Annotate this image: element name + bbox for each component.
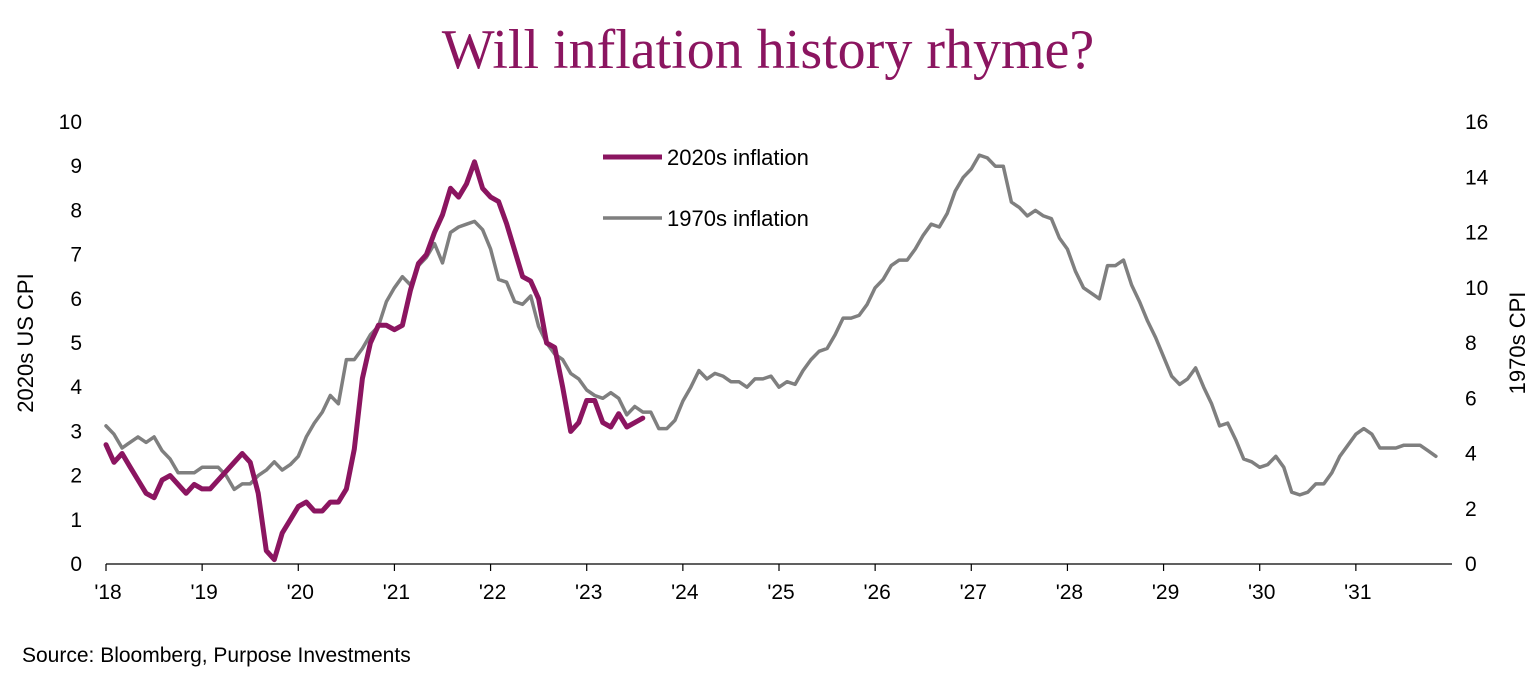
x-tick-label: '18 [94, 581, 121, 604]
y-left-tick-label: 1 [70, 509, 82, 532]
y-left-tick-label: 9 [70, 155, 82, 178]
source-note: Source: Bloomberg, Purpose Investments [22, 644, 411, 667]
y-axis-label-left: 2020s US CPI [13, 273, 38, 412]
x-tick-label: '20 [287, 581, 314, 604]
y-left-tick-label: 6 [70, 288, 82, 311]
y-left-tick-label: 4 [70, 376, 82, 399]
y-right-tick-label: 12 [1465, 222, 1488, 245]
x-tick-label: '25 [767, 581, 794, 604]
series-line-1970s-inflation [104, 153, 1438, 497]
y-right-tick-label: 8 [1465, 332, 1477, 355]
y-right-tick-label: 16 [1465, 111, 1488, 134]
x-tick-label: '28 [1056, 581, 1083, 604]
axes: '18 '19 '20 '21 '22 '23 '24 '25 '26 '27 '28 '29 '30 '… [13, 111, 1530, 604]
x-tick-label: '29 [1152, 581, 1179, 604]
y-right-tick-label: 14 [1465, 166, 1489, 189]
x-tick-label: '22 [479, 581, 506, 604]
x-tick-label: '30 [1248, 581, 1275, 604]
y-axis-label-right: 1970s CPI [1505, 292, 1530, 395]
x-tick-label: '31 [1344, 581, 1371, 604]
legend-label: 1970s inflation [667, 206, 809, 231]
y-left-tick-label: 2 [70, 465, 82, 488]
x-tick-label: '24 [671, 581, 699, 604]
y-right-tick-label: 4 [1465, 443, 1477, 466]
chart-title: Will inflation history rhyme? [441, 19, 1095, 81]
y-left-tick-label: 10 [59, 111, 82, 134]
x-tick-label: '27 [960, 581, 987, 604]
y-left-tick-label: 5 [70, 332, 82, 355]
y-right-tick-label: 10 [1465, 277, 1488, 300]
y-right-tick-label: 0 [1465, 553, 1477, 576]
x-tick-label: '21 [383, 581, 410, 604]
legend-label: 2020s inflation [667, 145, 809, 170]
x-tick-label: '26 [863, 581, 890, 604]
series-lines [103, 153, 1438, 563]
y-right-tick-label: 6 [1465, 387, 1477, 410]
y-left-tick-label: 3 [70, 420, 82, 443]
chart-area: '18 '19 '20 '21 '22 '23 '24 '25 '26 '27 '28 '29 '30 '… [13, 111, 1530, 604]
x-tick-label: '19 [190, 581, 217, 604]
legend: 2020s inflation 1970s inflation [603, 145, 809, 231]
x-tick-label: '23 [575, 581, 602, 604]
y-left-tick-label: 8 [70, 199, 82, 222]
y-left-tick-label: 7 [70, 244, 82, 267]
series-line-2020s-inflation [103, 159, 646, 563]
y-right-tick-label: 2 [1465, 498, 1477, 521]
y-left-tick-label: 0 [70, 553, 82, 576]
